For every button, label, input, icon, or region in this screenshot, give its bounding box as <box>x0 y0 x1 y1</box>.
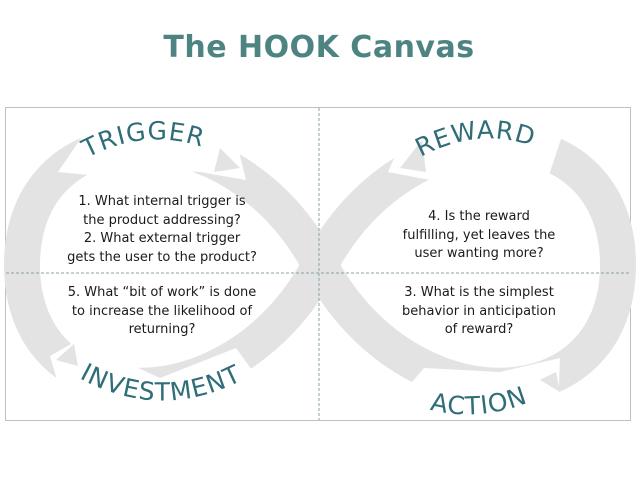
trigger-question-line: the product addressing? <box>83 212 241 228</box>
reward-questions: 4. Is the reward fulfilling, yet leaves … <box>376 208 582 264</box>
trigger-question-line: 1. What internal trigger is <box>78 194 246 209</box>
action-question-line: 3. What is the simplest <box>404 285 554 300</box>
page-title: The HOOK Canvas <box>163 30 475 65</box>
trigger-questions: 1. What internal trigger is the product … <box>56 193 268 267</box>
trigger-question-line: 2. What external trigger <box>83 231 241 246</box>
action-question-line: of reward? <box>444 322 514 337</box>
investment-question-line: returning? <box>128 322 196 337</box>
investment-arrowhead <box>56 344 78 366</box>
reward-question-line: fulfilling, yet leaves the <box>402 227 556 243</box>
action-arrowhead <box>540 372 560 392</box>
action-label-patch <box>390 358 560 416</box>
investment-label-patch <box>50 340 262 416</box>
reward-label-patch <box>388 118 568 182</box>
investment-questions: 5. What “bit of work” is done to increas… <box>56 284 268 340</box>
action-questions: 3. What is the simplest behavior in anti… <box>376 284 582 340</box>
investment-question-line: 5. What “bit of work” is done <box>67 285 257 300</box>
reward-question-line: user wanting more? <box>414 246 544 261</box>
reward-question-line: 4. Is the reward <box>428 209 530 224</box>
trigger-label-patch <box>58 122 246 180</box>
action-question-line: behavior in anticipation <box>402 303 556 319</box>
trigger-question-line: gets the user to the product? <box>67 249 257 265</box>
investment-question-line: to increase the likelihood of <box>71 303 253 319</box>
reward-arrowhead <box>400 140 426 172</box>
trigger-arrowhead <box>214 148 240 172</box>
